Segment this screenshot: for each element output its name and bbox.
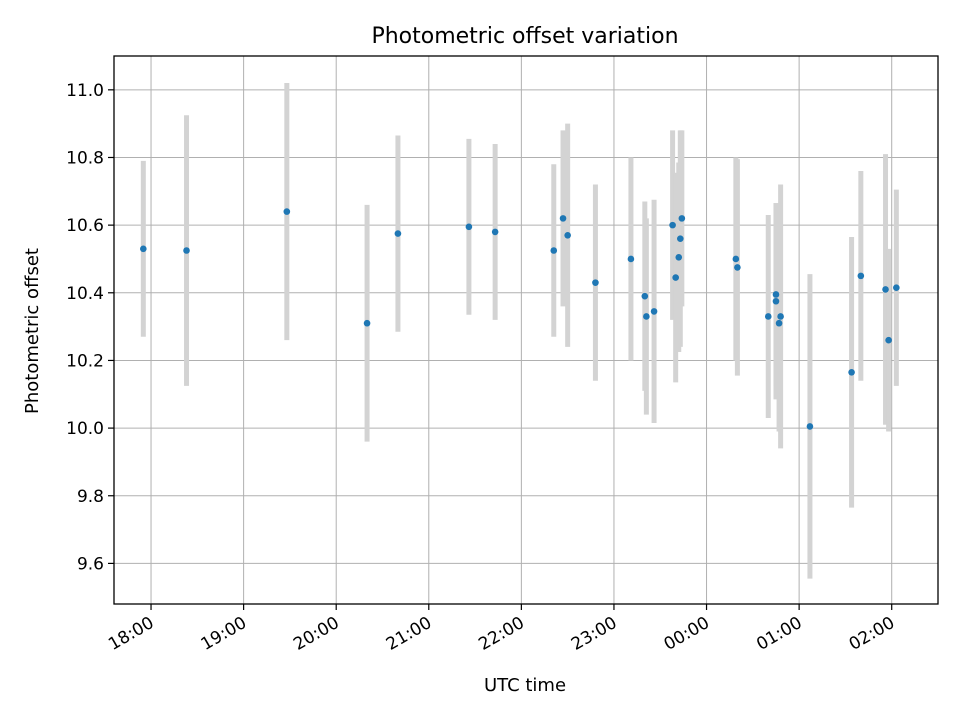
- data-point: [550, 247, 558, 254]
- chart-title: Photometric offset variation: [371, 24, 678, 49]
- data-point: [772, 291, 780, 298]
- data-point: [183, 247, 190, 254]
- data-points: [140, 208, 900, 430]
- y-axis-ticks: 9.6 9.8 10.0 10.2 10.4 10.6 10.8 11.0: [66, 81, 114, 574]
- y-tick-label: 10.6: [66, 216, 104, 236]
- data-point: [732, 255, 740, 263]
- data-point: [885, 336, 892, 344]
- data-point: [140, 245, 147, 253]
- data-point: [283, 208, 291, 215]
- x-axis-label: UTC time: [484, 675, 566, 696]
- y-tick-label: 11.0: [66, 81, 104, 101]
- data-point: [363, 319, 371, 327]
- data-point: [764, 313, 772, 320]
- data-point: [848, 368, 855, 376]
- y-tick-label: 10.8: [66, 148, 104, 168]
- data-point: [857, 272, 865, 280]
- data-point: [650, 308, 658, 315]
- data-point: [672, 274, 679, 281]
- data-point: [775, 319, 783, 327]
- data-point: [882, 286, 889, 293]
- x-tick-label: 23:00: [568, 613, 620, 655]
- grid-lines: [114, 56, 938, 604]
- x-tick-label: 01:00: [753, 613, 805, 655]
- x-tick-label: 18:00: [105, 613, 157, 655]
- data-point: [772, 297, 780, 305]
- y-tick-label: 10.4: [66, 284, 104, 304]
- y-tick-label: 9.8: [77, 487, 104, 507]
- data-point: [675, 253, 683, 261]
- data-point: [627, 255, 635, 263]
- data-point: [734, 264, 741, 271]
- data-point: [777, 313, 784, 320]
- data-point: [643, 313, 650, 320]
- x-tick-label: 20:00: [290, 613, 342, 655]
- data-point: [669, 221, 676, 229]
- data-point: [678, 215, 686, 222]
- data-point: [806, 423, 814, 430]
- data-point: [677, 235, 684, 242]
- data-point: [564, 231, 571, 239]
- y-tick-label: 10.2: [66, 351, 104, 371]
- y-tick-label: 10.0: [66, 419, 104, 439]
- x-tick-label: 19:00: [198, 613, 250, 655]
- data-point: [641, 292, 649, 300]
- x-tick-label: 00:00: [661, 613, 713, 655]
- y-axis-label: Photometric offset: [22, 248, 43, 414]
- x-tick-label: 02:00: [846, 613, 898, 655]
- plot-frame: [113, 55, 939, 605]
- data-point: [491, 228, 499, 236]
- x-tick-label: 22:00: [475, 613, 527, 655]
- x-axis-ticks: 18:00 19:00 20:00 21:00 22:00 23:00 00:00 01:00…: [105, 604, 898, 655]
- data-point: [893, 284, 900, 292]
- data-point: [592, 279, 599, 286]
- x-tick-label: 21:00: [383, 613, 435, 655]
- data-point: [559, 215, 567, 222]
- y-tick-label: 9.6: [77, 554, 104, 574]
- data-point: [394, 230, 402, 237]
- data-point: [465, 223, 473, 231]
